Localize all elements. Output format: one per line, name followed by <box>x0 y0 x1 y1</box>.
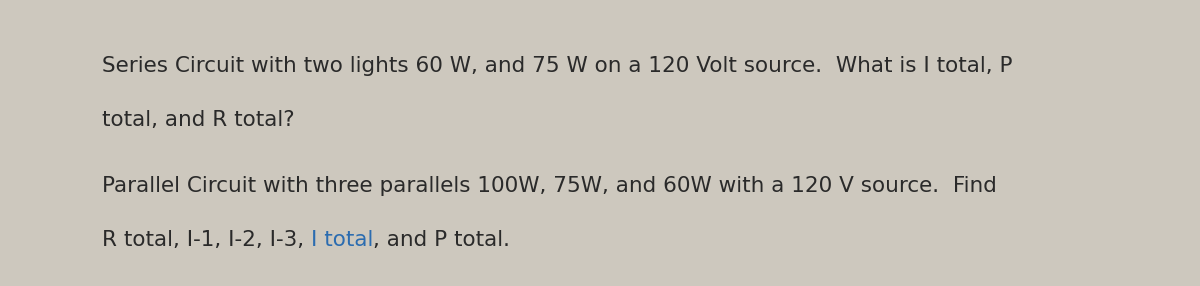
Text: Parallel Circuit with three parallels 100W, 75W, and 60W with a 120 V source.  F: Parallel Circuit with three parallels 10… <box>102 176 997 196</box>
Text: R total, I-1, I-2, I-3,: R total, I-1, I-2, I-3, <box>102 230 311 250</box>
Text: total, and R total?: total, and R total? <box>102 110 295 130</box>
Text: Series Circuit with two lights 60 W, and 75 W on a 120 Volt source.  What is I t: Series Circuit with two lights 60 W, and… <box>102 56 1013 76</box>
Text: I total: I total <box>311 230 373 250</box>
Text: , and P total.: , and P total. <box>373 230 510 250</box>
